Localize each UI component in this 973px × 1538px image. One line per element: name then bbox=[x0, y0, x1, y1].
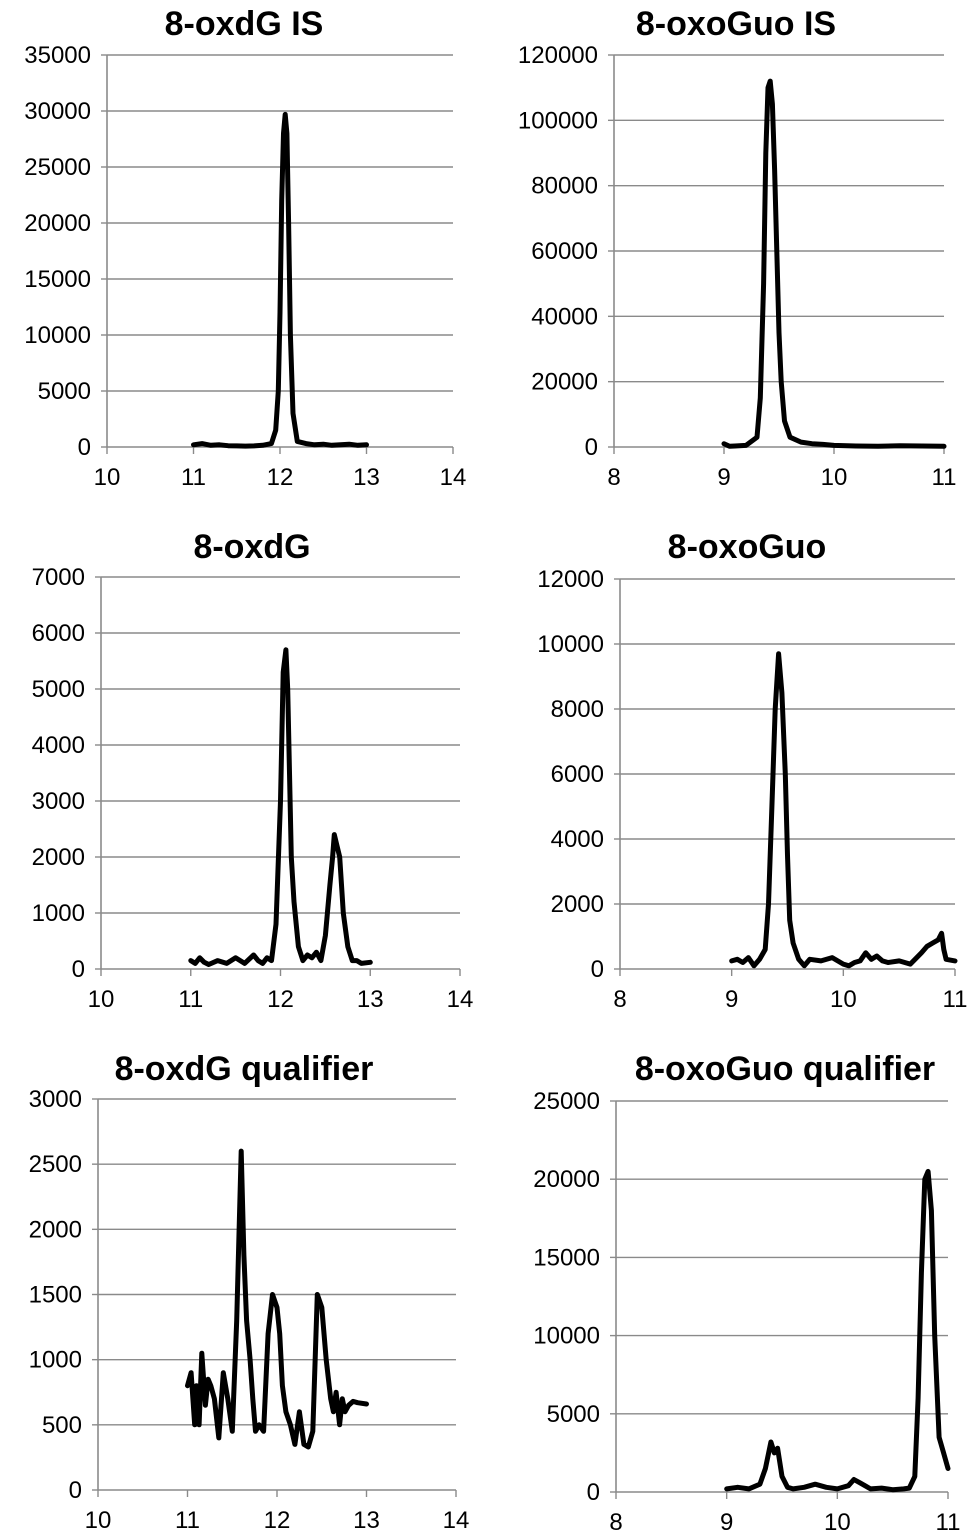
y-tick-label: 7000 bbox=[32, 564, 85, 591]
y-tick-label: 0 bbox=[591, 956, 604, 983]
y-tick-label: 1000 bbox=[32, 900, 85, 927]
y-tick-label: 5000 bbox=[547, 1401, 600, 1428]
y-tick-label: 0 bbox=[69, 1477, 82, 1504]
x-tick-label: 12 bbox=[267, 986, 294, 1013]
y-tick-label: 1500 bbox=[29, 1282, 82, 1309]
x-tick-label: 10 bbox=[830, 986, 857, 1013]
x-tick-label: 9 bbox=[717, 464, 730, 491]
chart-title: 8-oxdG IS bbox=[165, 5, 324, 43]
x-tick-label: 10 bbox=[88, 986, 115, 1013]
y-tick-label: 0 bbox=[78, 434, 91, 461]
chart-2: 8-oxoGuo IS 0 20000 40000 60000 80000 100000 12… bbox=[518, 5, 957, 491]
x-tick-label: 10 bbox=[824, 1509, 851, 1536]
y-tick-label: 10000 bbox=[533, 1323, 600, 1350]
x-tick-label: 11 bbox=[943, 986, 968, 1013]
y-tick-label: 120000 bbox=[518, 42, 598, 69]
y-tick-label: 3000 bbox=[29, 1086, 82, 1113]
y-tick-label: 5000 bbox=[32, 676, 85, 703]
series-line bbox=[729, 651, 958, 969]
y-tick-label: 4000 bbox=[32, 732, 85, 759]
x-tick-label: 11 bbox=[181, 464, 206, 491]
y-tick-label: 40000 bbox=[531, 303, 598, 330]
x-tick-label: 10 bbox=[94, 464, 121, 491]
chart-3: 8-oxdG 0 1000 2000 3000 4000 5000 6000 7000 10 11 1… bbox=[32, 528, 474, 1013]
x-tick-label: 11 bbox=[178, 986, 203, 1013]
y-tick-label: 15000 bbox=[533, 1244, 600, 1271]
y-tick-label: 80000 bbox=[531, 173, 598, 200]
y-tick-label: 35000 bbox=[24, 42, 91, 69]
x-tick-label: 8 bbox=[613, 986, 626, 1013]
y-tick-label: 20000 bbox=[533, 1166, 600, 1193]
y-tick-label: 6000 bbox=[551, 761, 604, 788]
x-tick-label: 9 bbox=[720, 1509, 733, 1536]
x-tick-label: 12 bbox=[264, 1507, 291, 1534]
y-tick-label: 12000 bbox=[537, 566, 604, 593]
series-line bbox=[185, 1148, 369, 1450]
y-tick-label: 2000 bbox=[29, 1216, 82, 1243]
y-tick-label: 25000 bbox=[24, 154, 91, 181]
x-tick-label: 14 bbox=[440, 464, 467, 491]
chart-title: 8-oxoGuo IS bbox=[636, 5, 836, 43]
y-tick-label: 30000 bbox=[24, 98, 91, 125]
y-tick-label: 0 bbox=[72, 956, 85, 983]
chart-1: 8-oxdG IS 0 5000 10000 15000 20000 25000 30000 3… bbox=[24, 5, 466, 491]
chart-title: 8-oxoGuo qualifier bbox=[635, 1050, 935, 1088]
x-tick-label: 11 bbox=[936, 1509, 961, 1536]
y-tick-label: 100000 bbox=[518, 107, 598, 134]
y-tick-label: 20000 bbox=[24, 210, 91, 237]
y-tick-label: 3000 bbox=[32, 788, 85, 815]
y-tick-label: 2500 bbox=[29, 1151, 82, 1178]
y-tick-label: 0 bbox=[587, 1479, 600, 1506]
x-tick-label: 10 bbox=[821, 464, 848, 491]
x-tick-label: 9 bbox=[725, 986, 738, 1013]
x-tick-label: 14 bbox=[447, 986, 474, 1013]
series-line bbox=[191, 111, 369, 449]
y-tick-label: 6000 bbox=[32, 620, 85, 647]
y-tick-label: 2000 bbox=[551, 891, 604, 918]
y-tick-label: 8000 bbox=[551, 696, 604, 723]
chart-title: 8-oxoGuo bbox=[668, 528, 827, 566]
x-tick-label: 13 bbox=[357, 986, 384, 1013]
x-tick-label: 11 bbox=[932, 464, 957, 491]
y-tick-label: 500 bbox=[42, 1412, 82, 1439]
chart-title: 8-oxdG bbox=[193, 528, 310, 566]
series-line bbox=[188, 647, 373, 967]
y-tick-label: 4000 bbox=[551, 826, 604, 853]
x-tick-label: 8 bbox=[607, 464, 620, 491]
x-tick-label: 8 bbox=[609, 1509, 622, 1536]
series-line bbox=[724, 1168, 951, 1493]
y-tick-label: 60000 bbox=[531, 238, 598, 265]
chart-title: 8-oxdG qualifier bbox=[115, 1050, 374, 1088]
y-tick-label: 10000 bbox=[24, 322, 91, 349]
x-tick-label: 12 bbox=[267, 464, 294, 491]
chart-5: 8-oxdG qualifier 0 500 1000 1500 2000 2500 3000… bbox=[29, 1050, 470, 1534]
y-tick-label: 1000 bbox=[29, 1347, 82, 1374]
series-line bbox=[721, 78, 947, 449]
y-tick-label: 0 bbox=[585, 434, 598, 461]
x-tick-label: 10 bbox=[85, 1507, 112, 1534]
y-tick-label: 2000 bbox=[32, 844, 85, 871]
x-tick-label: 14 bbox=[443, 1507, 470, 1534]
x-tick-label: 13 bbox=[353, 464, 380, 491]
y-tick-label: 15000 bbox=[24, 266, 91, 293]
chart-4: 8-oxoGuo 0 2000 4000 6000 8000 10000 12000 8 9 10 1… bbox=[537, 528, 967, 1013]
y-tick-label: 10000 bbox=[537, 631, 604, 658]
y-tick-label: 25000 bbox=[533, 1088, 600, 1115]
x-tick-label: 11 bbox=[175, 1507, 200, 1534]
y-tick-label: 5000 bbox=[38, 378, 91, 405]
x-tick-label: 13 bbox=[353, 1507, 380, 1534]
y-tick-label: 20000 bbox=[531, 369, 598, 396]
chart-6: 8-oxoGuo qualifier 0 5000 10000 15000 20000 25… bbox=[533, 1050, 960, 1536]
